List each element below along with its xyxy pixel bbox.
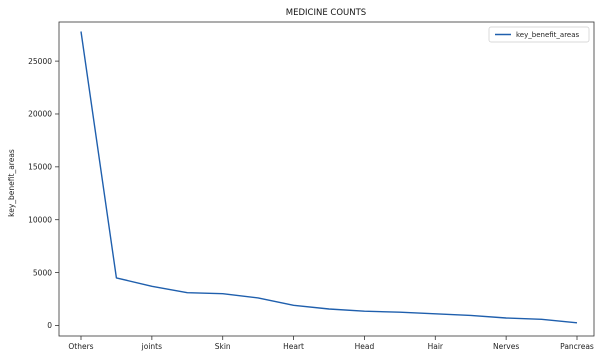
x-tick-label: joints bbox=[141, 342, 162, 351]
chart-title: MEDICINE COUNTS bbox=[286, 8, 366, 18]
x-tick-label: Others bbox=[68, 342, 93, 351]
y-axis-title: key_benefit_areas bbox=[7, 149, 16, 217]
legend: key_benefit_areas bbox=[488, 26, 590, 43]
series-layer bbox=[80, 31, 578, 324]
y-tick-label: 10000 bbox=[28, 215, 52, 224]
series-line bbox=[80, 31, 578, 324]
y-tick-label: 20000 bbox=[28, 110, 52, 119]
x-tick-label: Nerves bbox=[493, 342, 519, 351]
plot-area bbox=[58, 21, 595, 337]
x-tick-label: Heart bbox=[283, 342, 304, 351]
x-tick-label: Skin bbox=[215, 342, 231, 351]
y-tick-label: 0 bbox=[47, 321, 52, 330]
legend-box bbox=[488, 26, 590, 43]
x-axis: Others joints Skin Heart Head Hair Nerves Pancr… bbox=[68, 336, 594, 351]
x-tick-label: Head bbox=[355, 342, 375, 351]
y-tick-label: 15000 bbox=[28, 163, 52, 172]
x-tick-label: Pancreas bbox=[560, 342, 594, 351]
x-tick-label: Hair bbox=[428, 342, 444, 351]
legend-label: key_benefit_areas bbox=[516, 31, 580, 39]
y-tick-label: 5000 bbox=[33, 268, 52, 277]
y-axis: 0 5000 10000 15000 20000 25000 bbox=[28, 57, 59, 330]
y-tick-label: 25000 bbox=[28, 57, 52, 66]
